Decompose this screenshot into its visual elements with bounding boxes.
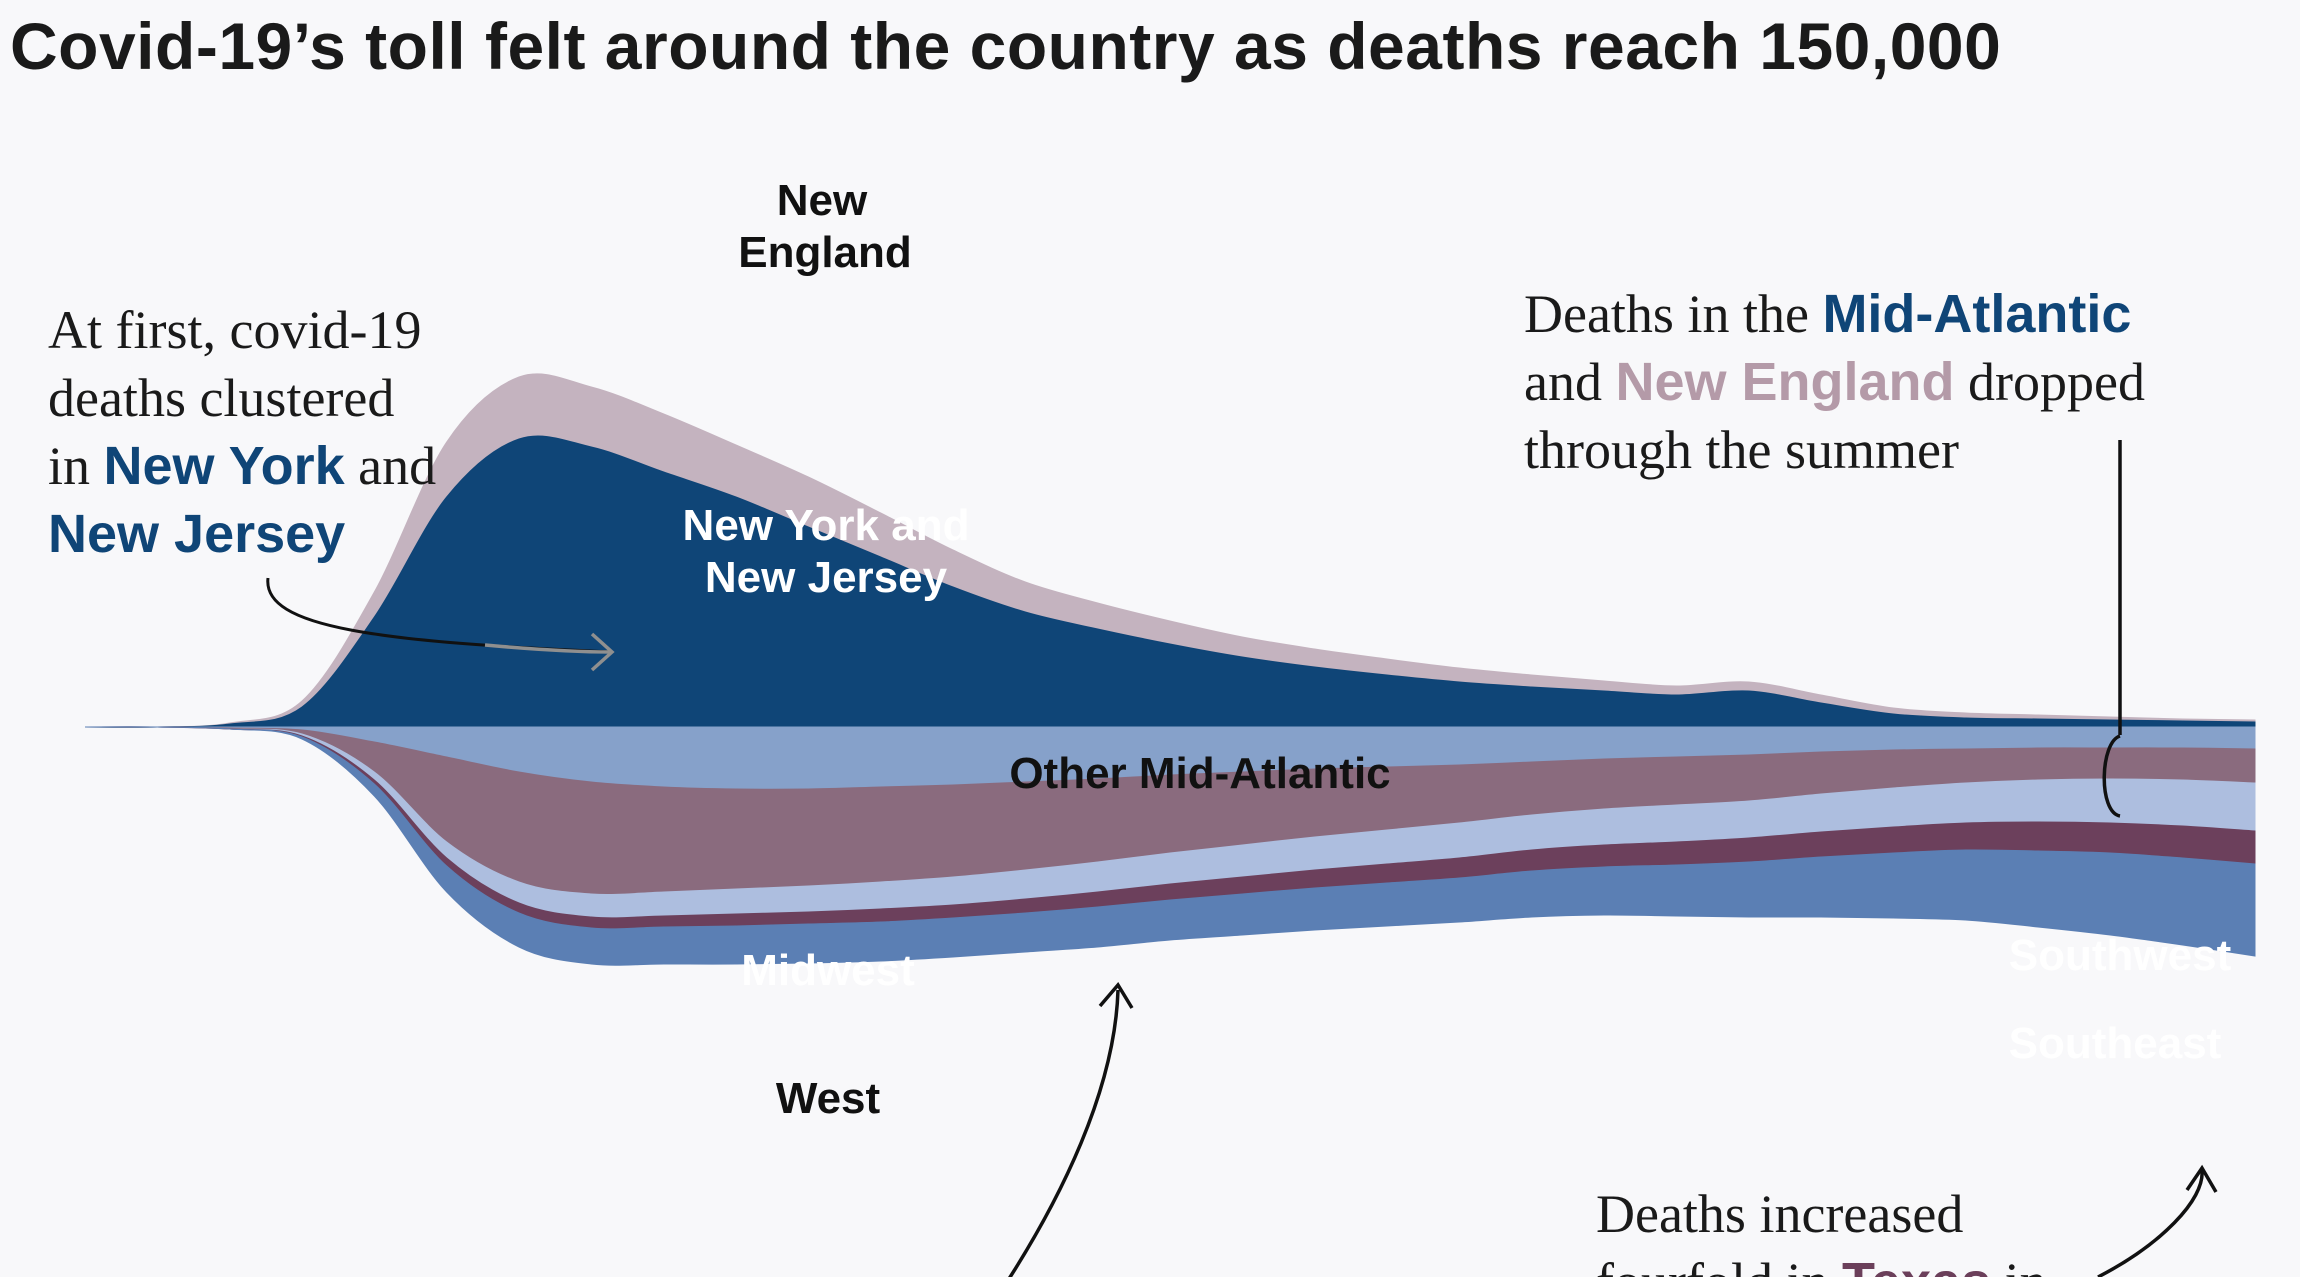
left-arrow-tail <box>484 643 613 654</box>
annotation-left-in: in <box>48 436 91 496</box>
annotation-right: Deaths in the Mid-Atlantic and New Engla… <box>1524 280 2145 484</box>
annotation-bottom-texas: Texas <box>1842 1252 1991 1277</box>
annotation-bottom-fourfold: fourfold in <box>1596 1252 1828 1277</box>
annotation-bottom: Deaths increased fourfold in Texas in <box>1596 1180 2047 1277</box>
annotation-right-line-2: and New England dropped <box>1524 348 2145 416</box>
label-new-england-1: New <box>777 176 868 225</box>
annotation-left-line-3: in New York and <box>48 432 436 500</box>
annotation-left-new-jersey: New Jersey <box>48 504 346 564</box>
right-bracket <box>2102 734 2121 818</box>
label-new-england-2: England <box>738 228 912 277</box>
bottom-arrow-head <box>2185 1164 2218 1193</box>
annotation-bottom-line-2: fourfold in Texas in <box>1596 1248 2047 1277</box>
bottom-arrow-line <box>2097 1169 2204 1277</box>
annotation-right-line-1: Deaths in the Mid-Atlantic <box>1524 280 2145 348</box>
annotation-right-mid-atlantic: Mid-Atlantic <box>1822 284 2132 344</box>
annotation-left-and: and <box>358 436 437 496</box>
label-southwest: Southwest <box>2009 931 2232 980</box>
left-arrow-head <box>590 632 615 672</box>
annotation-right-deaths: Deaths in the <box>1524 284 1809 344</box>
annotation-right-dropped: dropped <box>1968 352 2145 412</box>
chart-title: Covid-19’s toll felt around the country … <box>10 9 2002 83</box>
annotation-bottom-in: in <box>2005 1252 2047 1277</box>
annotation-right-new-england: New England <box>1615 352 1955 412</box>
stream-layers <box>84 373 2256 966</box>
label-midwest: Midwest <box>741 946 915 995</box>
annotation-right-and: and <box>1524 352 1602 412</box>
label-southeast: Southeast <box>2009 1019 2222 1068</box>
annotation-bottom-line-1: Deaths increased <box>1596 1184 1964 1244</box>
label-ny-nj-2: New Jersey <box>705 553 948 602</box>
midwest-arrow-line <box>1008 989 1120 1277</box>
annotation-left-new-york: New York <box>103 436 345 496</box>
midwest-arrow-head <box>1098 982 1134 1009</box>
stream-layer-southeast <box>84 726 2256 966</box>
label-other-mid-atlantic: Other Mid-Atlantic <box>1009 749 1390 798</box>
annotation-right-line-3: through the summer <box>1524 420 1959 480</box>
annotation-left-line-2: deaths clustered <box>48 368 395 428</box>
annotation-left-line-1: At first, covid-19 <box>48 300 422 360</box>
annotation-left: At first, covid-19 deaths clustered in N… <box>48 296 436 568</box>
annotation-left-line-4: New Jersey <box>48 500 436 568</box>
label-ny-nj-1: New York and <box>683 501 970 550</box>
label-west: West <box>776 1074 881 1123</box>
